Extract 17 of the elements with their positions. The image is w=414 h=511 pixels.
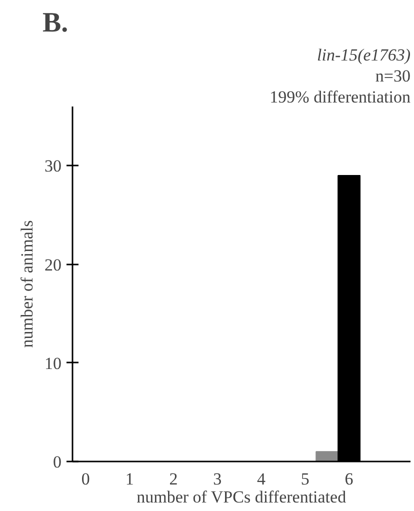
y-tick-label: 30: [44, 156, 62, 176]
chart-title: B.: [42, 8, 68, 38]
text: lin-15(e1763): [317, 46, 411, 64]
x-tick-label: 4: [257, 470, 266, 488]
y-tick-label: 0: [53, 452, 62, 472]
y-tick-label: 10: [44, 354, 62, 373]
x-tick-label: 1: [125, 470, 134, 488]
annotation: 199% differentiation: [270, 88, 411, 106]
y-axis-title: number of animals: [18, 220, 36, 348]
x-tick-label: 3: [213, 470, 222, 488]
y-tick-label: 20: [44, 255, 62, 274]
text: n=30: [375, 66, 411, 86]
x-tick-label: 5: [300, 470, 310, 488]
x-tick-label: 2: [169, 470, 178, 488]
x-tick-label: 6: [344, 470, 354, 488]
x-axis-title: number of VPCs differentiated: [136, 488, 347, 506]
x-tick-label: 0: [81, 470, 90, 488]
